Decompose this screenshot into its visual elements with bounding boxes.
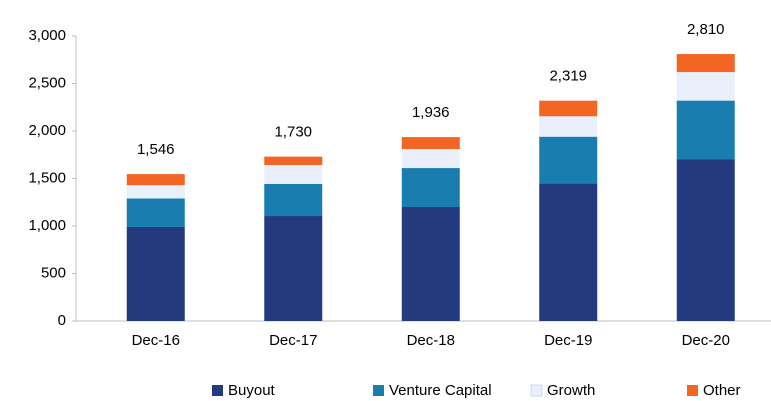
bar-segment (264, 184, 323, 217)
bar-segment (676, 72, 735, 101)
bar-segment (401, 149, 460, 169)
total-label: 1,730 (274, 124, 312, 141)
bar-segment (539, 136, 598, 184)
legend-label: Growth (547, 382, 595, 399)
bar-segment (676, 159, 735, 321)
legend-label: Venture Capital (389, 382, 492, 399)
y-tick-label: 1,000 (28, 217, 66, 234)
x-tick-label: Dec-20 (682, 332, 730, 349)
bar-segment (401, 207, 460, 321)
x-tick-label: Dec-18 (407, 332, 455, 349)
legend-label: Buyout (228, 382, 276, 399)
bar-segment (264, 156, 323, 166)
y-tick-label: 500 (41, 264, 66, 281)
bar-segment (126, 198, 185, 227)
bar-segment (401, 137, 460, 150)
total-label: 2,810 (687, 21, 725, 38)
bar-segment (539, 100, 598, 117)
bar-segment (676, 54, 735, 73)
bar-segment (539, 183, 598, 321)
legend-swatch (373, 385, 384, 396)
bar-segment (676, 100, 735, 160)
total-label: 1,546 (137, 141, 175, 158)
legend-swatch (530, 384, 543, 397)
total-label: 2,319 (549, 68, 587, 85)
bar-segment (264, 165, 323, 185)
bar-segment (126, 185, 185, 199)
total-label: 1,936 (412, 104, 450, 121)
bar-segment (126, 174, 185, 186)
bar-segment (264, 216, 323, 321)
x-tick-label: Dec-19 (544, 332, 592, 349)
x-tick-label: Dec-16 (132, 332, 180, 349)
y-tick-label: 2,500 (28, 74, 66, 91)
legend-swatch (212, 385, 223, 396)
y-tick-label: 2,000 (28, 122, 66, 139)
bar-segment (401, 168, 460, 207)
bar-segment (126, 226, 185, 321)
y-tick-label: 1,500 (28, 169, 66, 186)
y-tick-label: 3,000 (28, 27, 66, 44)
legend-label: Other (703, 382, 741, 399)
legend-swatch (687, 385, 698, 396)
x-tick-label: Dec-17 (269, 332, 317, 349)
bar-segment (539, 116, 598, 137)
y-tick-label: 0 (58, 312, 66, 329)
